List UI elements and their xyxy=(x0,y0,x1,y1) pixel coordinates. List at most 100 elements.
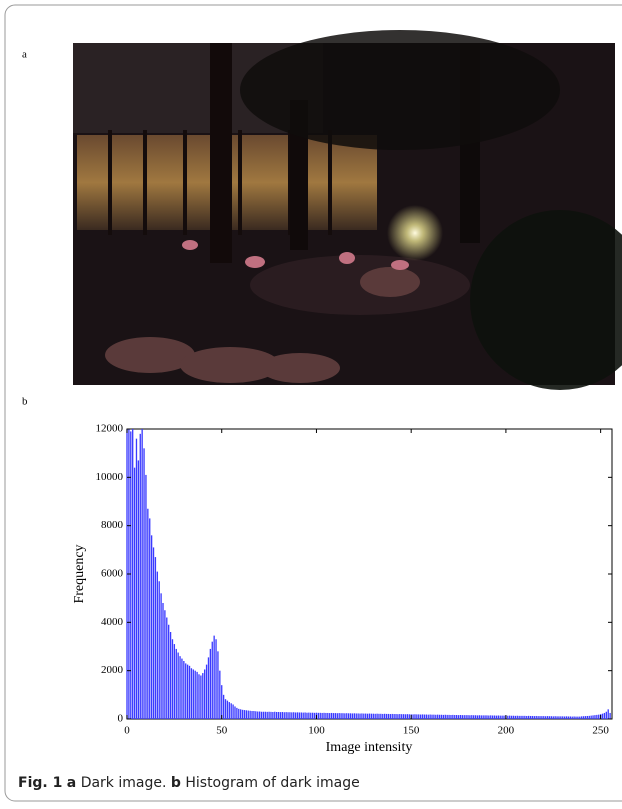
bar xyxy=(188,665,191,719)
bar xyxy=(448,714,450,719)
bar xyxy=(219,670,221,719)
bar xyxy=(351,713,354,719)
bar xyxy=(482,715,484,719)
bar xyxy=(416,714,418,719)
bar xyxy=(317,712,320,719)
bar xyxy=(423,714,426,719)
bar xyxy=(378,713,380,719)
bar xyxy=(431,714,433,719)
x-tick-label: 50 xyxy=(216,725,228,737)
bar xyxy=(137,460,140,719)
bar xyxy=(399,714,401,719)
bar xyxy=(181,658,183,719)
bar xyxy=(491,715,494,719)
bar xyxy=(499,715,501,719)
bar xyxy=(325,712,327,719)
bar xyxy=(247,710,249,719)
bar xyxy=(575,716,577,719)
bar xyxy=(228,702,230,719)
bar xyxy=(281,711,284,719)
bar xyxy=(402,714,405,719)
bar xyxy=(276,711,278,719)
bar xyxy=(169,632,172,719)
bar xyxy=(224,699,227,719)
bar xyxy=(444,714,446,719)
caption-text: Dark image. xyxy=(80,775,167,791)
bar xyxy=(258,711,261,719)
bar xyxy=(323,712,325,719)
bar xyxy=(366,713,369,719)
bar xyxy=(501,715,503,719)
bar xyxy=(194,670,196,719)
bar xyxy=(319,712,321,719)
bar xyxy=(548,716,551,719)
bar xyxy=(245,710,248,719)
bar xyxy=(166,617,168,719)
bar xyxy=(135,438,138,719)
bar xyxy=(560,716,562,719)
bar xyxy=(562,716,564,719)
bar xyxy=(268,711,270,719)
bar xyxy=(143,448,145,719)
bar xyxy=(241,709,244,719)
bar xyxy=(588,715,590,719)
bar xyxy=(145,474,147,719)
bar xyxy=(376,713,378,719)
bar xyxy=(141,429,143,719)
bar xyxy=(257,711,259,719)
bar xyxy=(471,715,473,719)
bar xyxy=(563,716,566,719)
bar xyxy=(168,624,170,719)
bar xyxy=(368,713,371,719)
x-axis-label: Image intensity xyxy=(326,740,413,755)
bar xyxy=(467,715,469,719)
bar xyxy=(531,715,534,719)
bar xyxy=(573,716,575,719)
bar xyxy=(535,715,537,719)
bar xyxy=(332,713,335,719)
bar xyxy=(537,716,539,719)
bar xyxy=(152,547,155,719)
bar xyxy=(533,716,535,719)
bar xyxy=(516,715,518,719)
x-tick-label: 250 xyxy=(592,725,609,737)
y-tick-label: 2000 xyxy=(101,664,124,676)
y-tick-label: 10000 xyxy=(96,471,124,483)
bar xyxy=(454,715,456,719)
bar xyxy=(355,713,357,719)
y-tick-label: 4000 xyxy=(101,616,124,628)
bar xyxy=(484,715,486,719)
bar xyxy=(419,714,422,719)
bar xyxy=(397,714,399,719)
bar xyxy=(313,712,316,719)
bar xyxy=(459,715,462,719)
bar xyxy=(132,429,134,719)
bar xyxy=(480,715,482,719)
bar xyxy=(497,715,499,719)
bar xyxy=(567,716,570,719)
bar xyxy=(291,712,293,719)
bar xyxy=(385,713,388,719)
bar xyxy=(179,656,181,719)
bar xyxy=(442,714,445,719)
bar xyxy=(565,716,568,719)
bar xyxy=(183,661,185,719)
bar xyxy=(571,716,573,719)
bar xyxy=(510,715,513,719)
bar xyxy=(457,715,460,719)
bar xyxy=(365,713,367,719)
bar xyxy=(221,685,223,719)
bar xyxy=(495,715,498,719)
bar xyxy=(230,703,232,719)
bar xyxy=(306,712,308,719)
bar xyxy=(173,644,176,719)
bar xyxy=(255,711,257,719)
bar xyxy=(158,581,160,719)
bar xyxy=(321,712,323,719)
bar xyxy=(586,715,589,719)
bar xyxy=(473,715,475,719)
caption: Fig. 1 a Dark image. b Histogram of dark… xyxy=(18,775,360,791)
bar xyxy=(304,712,306,719)
